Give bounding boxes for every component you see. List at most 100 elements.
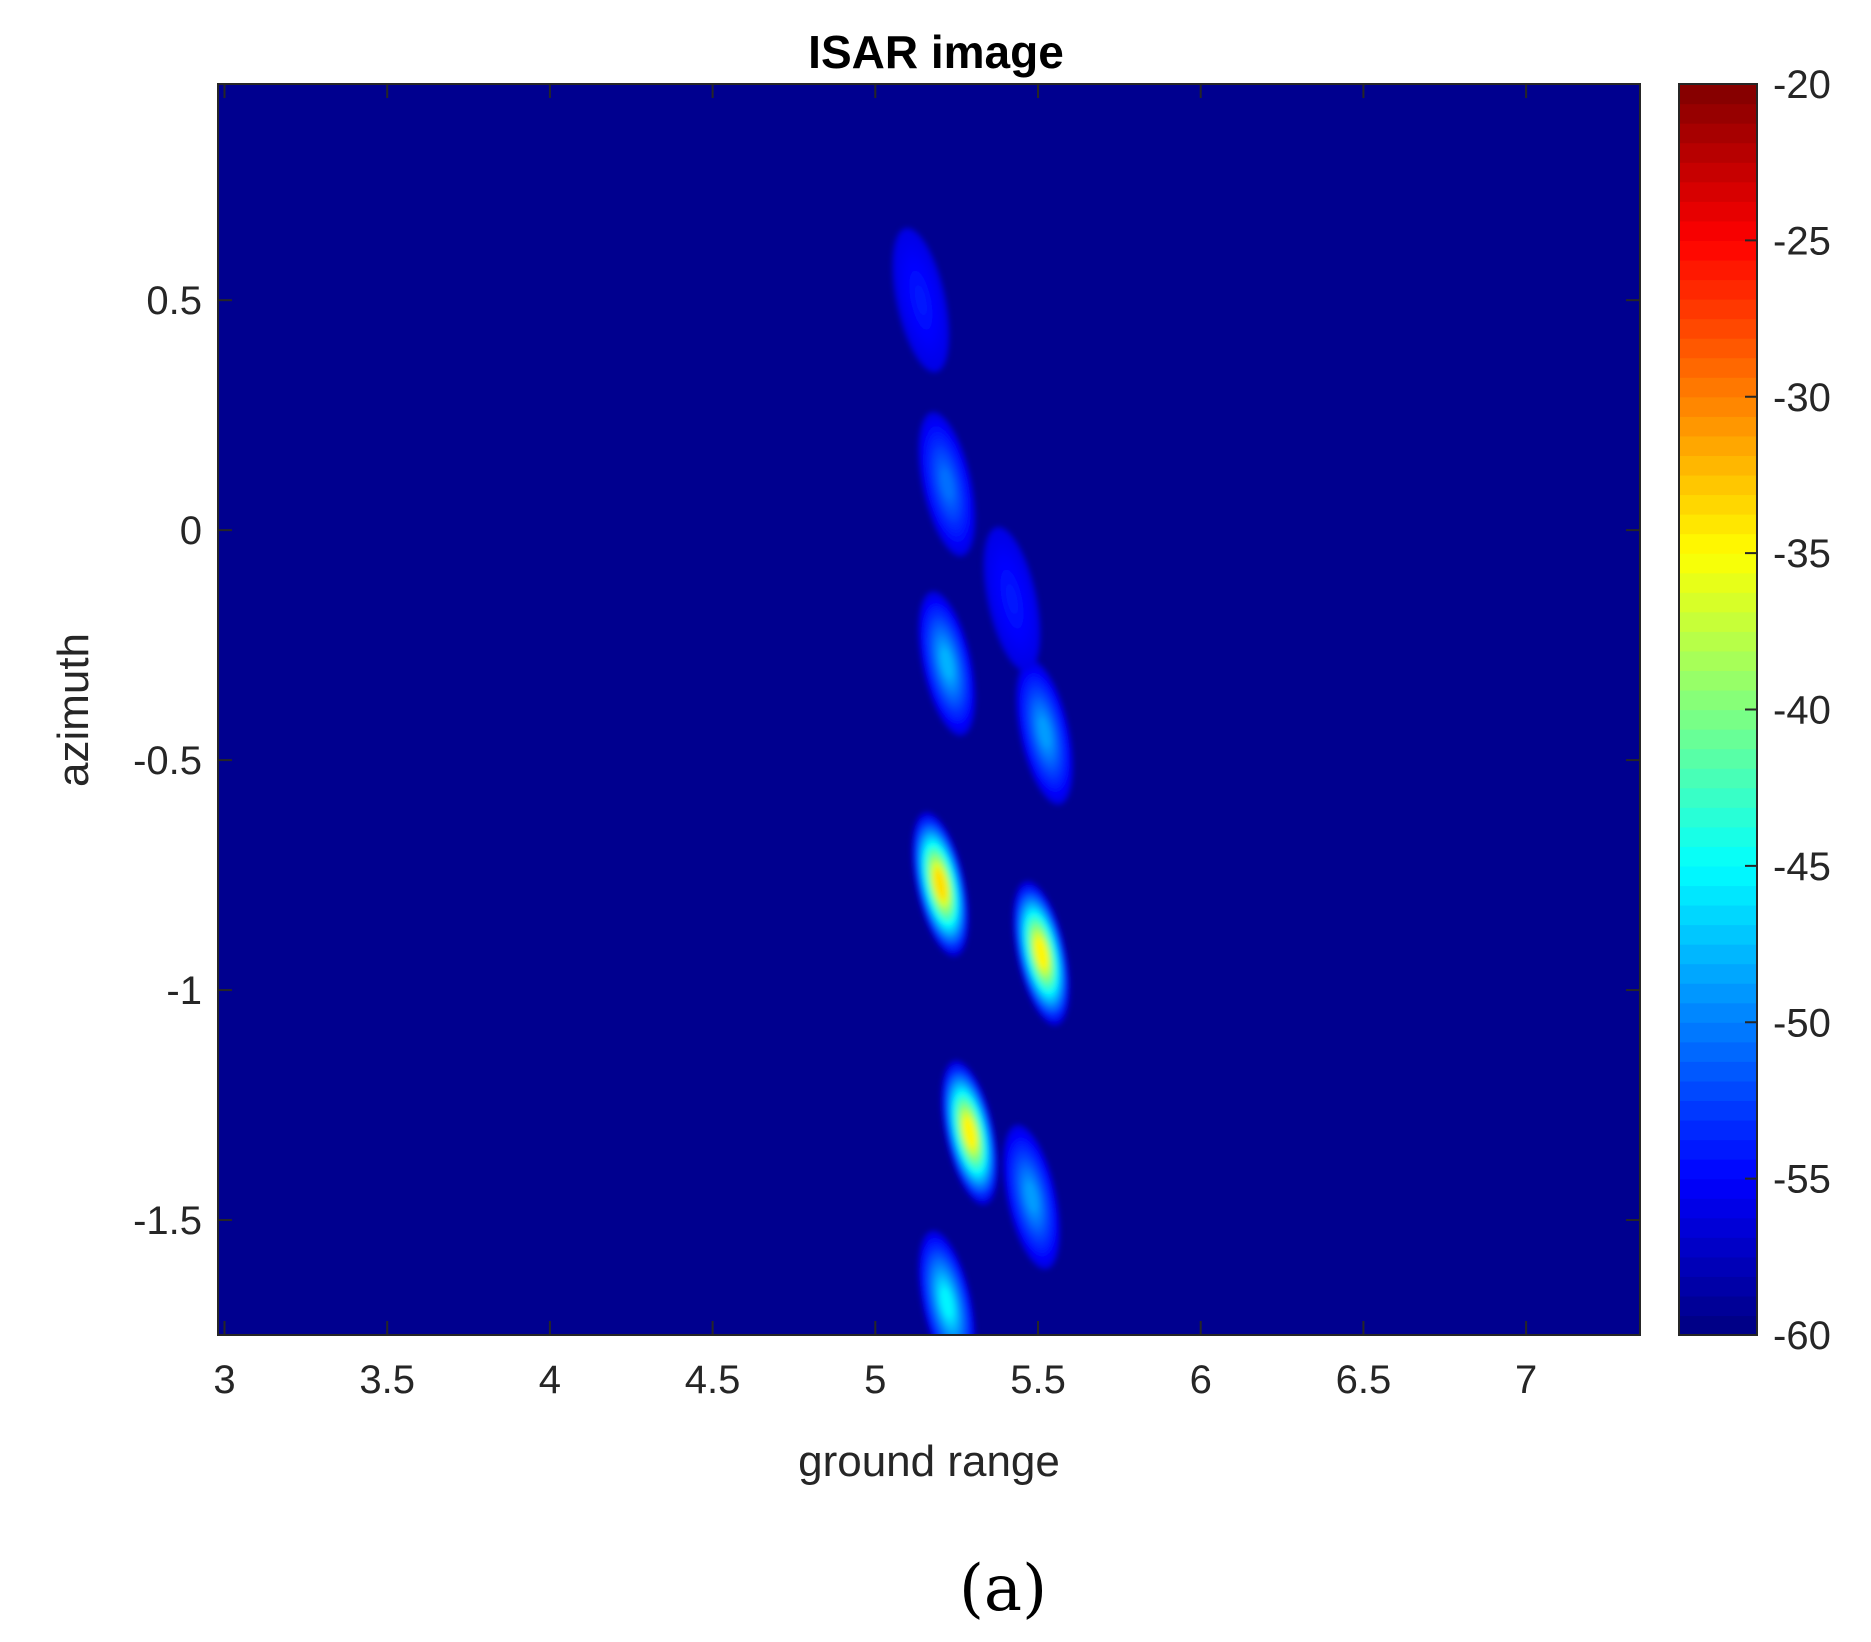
- colorbar-band: [1679, 533, 1757, 554]
- scatterer-level: [940, 647, 954, 680]
- scatterer-10: [983, 526, 1041, 672]
- colorbar-tick-label: -45: [1773, 845, 1831, 889]
- colorbar-tick-label: -55: [1773, 1158, 1831, 1202]
- colorbar-band: [1679, 963, 1757, 984]
- scatterer-level: [1005, 583, 1019, 615]
- colorbar-band: [1679, 1002, 1757, 1023]
- colorbar-band: [1679, 123, 1757, 144]
- scatterer-1: [912, 812, 969, 957]
- colorbar-band: [1679, 1080, 1757, 1102]
- chart-title: ISAR image: [808, 26, 1064, 78]
- colorbar-band: [1679, 709, 1757, 730]
- colorbar-band: [1679, 435, 1757, 456]
- colorbar: -20 -25 -30 -35 -40 -45 -50 -55 -60: [1678, 63, 1831, 1358]
- scatterer-3: [941, 1060, 999, 1205]
- colorbar-band: [1679, 1217, 1757, 1238]
- colorbar-band: [1679, 201, 1757, 222]
- colorbar-band: [1679, 1100, 1757, 1121]
- y-tick-label: 0.5: [146, 279, 202, 323]
- colorbar-band: [1679, 1256, 1757, 1277]
- x-tick-label: 6.5: [1336, 1358, 1392, 1402]
- colorbar-band: [1679, 1237, 1757, 1258]
- y-tick-label: 0: [180, 509, 202, 553]
- colorbar-band: [1679, 748, 1757, 769]
- colorbar-band: [1679, 689, 1757, 711]
- colorbar-band: [1679, 650, 1757, 672]
- colorbar-band: [1679, 1315, 1757, 1336]
- colorbar-tick-label: -50: [1773, 1001, 1831, 1045]
- colorbar-band: [1679, 1022, 1757, 1043]
- colorbar-band: [1679, 611, 1757, 632]
- colorbar-band: [1679, 181, 1757, 202]
- colorbar-band: [1679, 1178, 1757, 1199]
- scatterer-level: [1035, 937, 1048, 969]
- scatterer-7: [918, 411, 976, 557]
- x-tick-label: 3: [213, 1358, 235, 1402]
- colorbar-band: [1679, 240, 1757, 261]
- colorbar-band: [1679, 1159, 1757, 1180]
- colorbar-band: [1679, 514, 1757, 535]
- x-tick-label: 5.5: [1010, 1358, 1066, 1402]
- y-tick-label: -1.5: [133, 1199, 202, 1243]
- x-axis: 3 3.5 4 4.5 5 5.5 6 6.5 7: [213, 84, 1537, 1402]
- scatterer-8: [892, 228, 950, 373]
- y-axis: 0.5 0 -0.5 -1 -1.5: [133, 279, 1640, 1243]
- colorbar-band: [1679, 729, 1757, 750]
- colorbar-band: [1679, 944, 1757, 965]
- plot-area: [217, 83, 1641, 1336]
- colorbar-band: [1679, 807, 1757, 828]
- colorbar-band: [1679, 494, 1757, 515]
- figure-caption: (a): [959, 1552, 1047, 1626]
- scatterer-level: [940, 468, 954, 500]
- heatmap-blur-group: [892, 228, 1073, 1335]
- scatterer-level: [914, 284, 928, 316]
- colorbar-band: [1679, 416, 1757, 437]
- colorbar-band: [1679, 1041, 1757, 1062]
- scatterer-level: [1025, 1181, 1038, 1213]
- scatterer-level: [1038, 716, 1051, 749]
- colorbar-band: [1679, 572, 1757, 593]
- scatterer-level: [934, 868, 947, 900]
- colorbar-band: [1679, 865, 1757, 887]
- x-axis-label: ground range: [798, 1437, 1060, 1486]
- plot-frame: [217, 83, 1641, 1336]
- colorbar-band: [1679, 1139, 1757, 1160]
- colorbar-band: [1679, 1276, 1757, 1297]
- colorbar-band: [1679, 1198, 1757, 1219]
- colorbar-tick-label: -35: [1773, 532, 1831, 576]
- colorbar-band: [1679, 162, 1757, 183]
- colorbar-band: [1679, 1061, 1757, 1082]
- colorbar-band: [1679, 592, 1757, 613]
- scatterer-level: [963, 1116, 976, 1149]
- colorbar-band: [1679, 318, 1757, 339]
- colorbar-band: [1679, 787, 1757, 808]
- colorbar-band: [1679, 103, 1757, 124]
- colorbar-band: [1679, 924, 1757, 945]
- colorbar-band: [1679, 768, 1757, 789]
- colorbar-tick-label: -60: [1773, 1314, 1831, 1358]
- colorbar-band: [1679, 220, 1757, 241]
- colorbar-band: [1679, 259, 1757, 281]
- colorbar-band: [1679, 474, 1757, 496]
- colorbar-band: [1679, 142, 1757, 163]
- colorbar-band: [1679, 904, 1757, 926]
- colorbar-band: [1679, 1295, 1757, 1317]
- y-tick-label: -0.5: [133, 739, 202, 783]
- x-tick-label: 4.5: [685, 1358, 741, 1402]
- colorbar-band: [1679, 455, 1757, 476]
- colorbar-band: [1679, 826, 1757, 847]
- x-tick-label: 7: [1515, 1358, 1537, 1402]
- scatterer-6: [1016, 660, 1073, 805]
- x-tick-label: 4: [539, 1358, 561, 1402]
- colorbar-band: [1679, 357, 1757, 378]
- colorbar-band: [1679, 885, 1757, 906]
- colorbar-band: [1679, 846, 1757, 867]
- scatterer-9: [1003, 1124, 1060, 1270]
- scatterer-2: [1012, 881, 1070, 1026]
- colorbar-tick-label: -30: [1773, 376, 1831, 420]
- colorbar-band: [1679, 338, 1757, 359]
- colorbar-band: [1679, 396, 1757, 417]
- colorbar-tick-label: -40: [1773, 689, 1831, 733]
- heatmap-cells: [892, 228, 1073, 1335]
